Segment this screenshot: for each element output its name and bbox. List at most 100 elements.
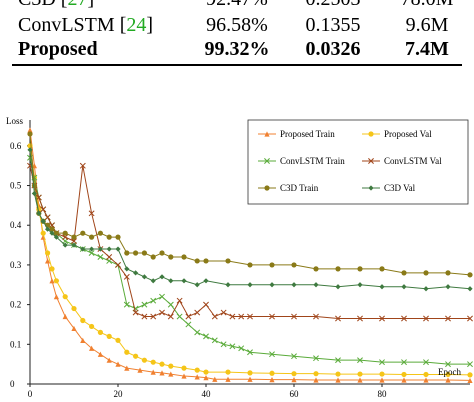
data-point <box>185 321 192 328</box>
citation-link[interactable]: 27 <box>67 0 87 10</box>
data-point <box>445 270 451 276</box>
data-point <box>80 317 86 324</box>
data-point <box>123 301 130 308</box>
data-point <box>181 373 187 379</box>
citation-link[interactable]: 24 <box>126 14 147 36</box>
data-point <box>423 270 429 276</box>
accuracy-cell: 96.58% <box>206 14 268 36</box>
x-tick-label: 20 <box>114 389 124 399</box>
legend-label: Proposed Val <box>384 129 432 139</box>
data-point <box>238 313 245 320</box>
data-point <box>335 284 341 290</box>
y-tick-label: 0.1 <box>10 339 21 349</box>
data-point <box>150 313 157 320</box>
data-point <box>379 315 385 322</box>
data-point <box>141 313 148 320</box>
data-point <box>313 282 319 288</box>
data-point <box>467 272 473 278</box>
data-point <box>53 294 59 300</box>
data-point <box>401 315 407 322</box>
data-point <box>115 261 121 268</box>
data-point <box>45 258 51 264</box>
data-point <box>220 341 227 348</box>
data-point <box>106 357 112 363</box>
data-point <box>159 370 165 376</box>
table-bottom-rule <box>12 64 462 66</box>
legend-item: ConvLSTM Train <box>258 156 345 166</box>
data-point <box>49 226 55 232</box>
data-point <box>167 313 174 320</box>
data-point <box>181 278 187 284</box>
data-point <box>194 367 200 373</box>
data-point <box>445 377 451 383</box>
data-point <box>291 377 297 383</box>
data-point <box>115 234 121 240</box>
legend-label: ConvLSTM Val <box>384 156 442 166</box>
data-point <box>229 343 236 350</box>
data-point <box>225 369 231 375</box>
y-tick-label: 0 <box>10 379 15 389</box>
data-point <box>247 282 253 288</box>
data-point <box>423 286 429 292</box>
x-tick-label: 60 <box>290 389 300 399</box>
data-point <box>62 313 68 320</box>
data-point <box>159 361 165 367</box>
x-tick-label: 80 <box>378 389 388 399</box>
data-point <box>185 313 192 320</box>
data-point <box>40 230 46 236</box>
data-point <box>62 230 68 236</box>
data-point <box>115 361 121 367</box>
params-cell: 9.6M <box>405 14 449 36</box>
data-point <box>97 246 103 252</box>
data-point <box>203 375 209 381</box>
y-tick-label: 0.3 <box>10 260 22 270</box>
data-point <box>357 266 363 272</box>
legend-swatch-marker <box>368 131 374 137</box>
data-point <box>181 254 187 260</box>
data-point <box>379 266 385 272</box>
data-point <box>133 250 139 256</box>
data-point <box>401 284 407 290</box>
legend-item: ConvLSTM Val <box>362 156 442 166</box>
data-point <box>141 357 147 363</box>
data-point <box>269 351 275 358</box>
data-point <box>194 329 201 336</box>
data-point <box>71 242 77 248</box>
data-point <box>335 371 341 377</box>
data-point <box>62 294 68 300</box>
data-point <box>291 282 297 288</box>
results-table: C3D [27] 92.47% 0.2503 78.0M ConvLSTM [2… <box>0 0 474 70</box>
data-point <box>150 297 157 304</box>
table-row: Proposed 99.32% 0.0326 7.4M <box>0 36 474 62</box>
data-point <box>45 226 51 232</box>
data-point <box>335 315 341 322</box>
data-point <box>335 357 341 364</box>
data-point <box>401 359 407 366</box>
data-point <box>106 333 112 339</box>
method-cell: Proposed <box>18 38 98 60</box>
chart-ticks: 0 0.1 0.2 0.3 0.4 0.5 0.6 0 20 40 60 80 <box>10 141 387 399</box>
data-point <box>168 363 174 369</box>
data-point <box>49 230 55 236</box>
data-point <box>291 313 297 320</box>
data-point <box>150 278 156 284</box>
data-point <box>212 376 218 382</box>
data-point <box>123 273 130 280</box>
data-point <box>357 282 363 288</box>
data-point <box>379 284 385 290</box>
legend-label: C3D Train <box>280 183 319 193</box>
data-point <box>150 359 156 365</box>
data-point <box>45 250 51 256</box>
data-point <box>71 234 77 240</box>
y-tick-label: 0.5 <box>10 181 22 191</box>
data-point <box>203 333 209 340</box>
data-point <box>335 377 341 383</box>
data-point <box>141 250 147 256</box>
data-point <box>150 254 156 260</box>
legend-swatch-marker <box>264 131 270 137</box>
data-point <box>194 282 200 288</box>
data-point <box>313 313 319 320</box>
data-point <box>168 254 174 260</box>
data-point <box>229 313 236 320</box>
method-cell: C3D [27] <box>18 0 94 12</box>
